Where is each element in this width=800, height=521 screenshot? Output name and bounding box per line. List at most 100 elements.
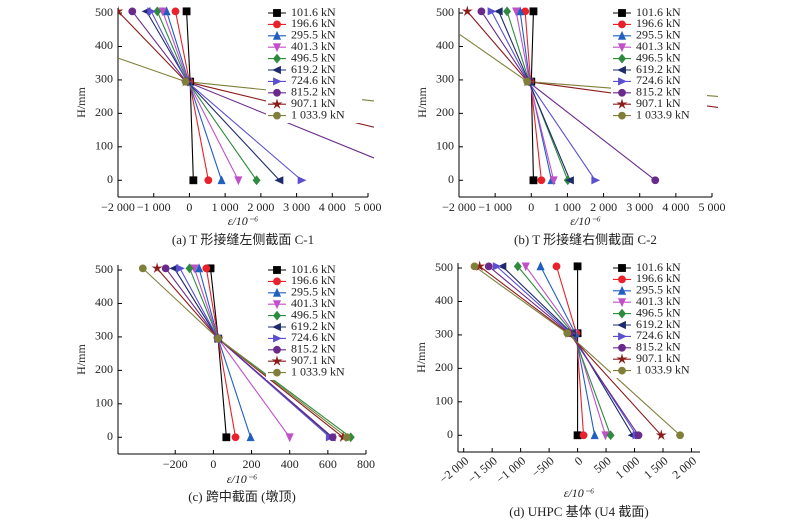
legend-marker: [273, 277, 281, 286]
x-tick-label: 1 000: [613, 454, 643, 482]
x-tick-label: −1 000: [493, 454, 528, 486]
x-tick-label: −2 000: [442, 200, 476, 214]
legend-marker: [273, 111, 281, 120]
point-marker: [493, 7, 503, 16]
point-marker: [529, 7, 538, 16]
legend-marker: [271, 355, 283, 366]
x-tick-label: −1 000: [478, 200, 512, 214]
legend-label: 196.6 kN: [291, 273, 336, 287]
legend-marker: [618, 88, 626, 97]
legend-label: 724.6 kN: [636, 328, 681, 342]
point-marker: [217, 175, 226, 185]
point-marker: [590, 430, 599, 440]
y-tick-label: 200: [435, 360, 453, 374]
legend-marker: [273, 345, 281, 354]
legend-marker: [271, 98, 283, 109]
y-tick-label: 500: [435, 260, 453, 274]
legend-label: 815.2 kN: [636, 85, 681, 99]
point-marker: [537, 176, 546, 185]
point-marker: [285, 433, 294, 443]
point-marker: [161, 264, 170, 273]
y-tick-label: 300: [95, 72, 113, 86]
legend-marker: [617, 320, 626, 330]
legend-label: 101.6 kN: [291, 262, 336, 276]
series-line: [491, 11, 596, 181]
point-marker: [222, 433, 231, 442]
legend-label: 295.5 kN: [291, 28, 336, 42]
x-tick-label: 1 500: [641, 454, 671, 482]
point-marker: [425, 177, 432, 184]
caption: (d) UHPC 基体 (U4 截面): [509, 504, 648, 519]
point-marker: [487, 7, 497, 16]
point-marker: [513, 261, 522, 272]
legend-label: 619.2 kN: [291, 319, 336, 333]
y-axis-label: H/mm: [414, 342, 428, 373]
x-axis-label: ε/10⁻⁶: [227, 472, 258, 486]
y-tick-label: 300: [436, 72, 454, 86]
legend-marker: [272, 322, 281, 332]
point-marker: [202, 264, 211, 273]
y-tick-label: 200: [436, 105, 454, 119]
x-tick-label: −200: [163, 457, 188, 471]
caption: (a) T 形接缝左侧截面 C-1: [172, 232, 314, 247]
panel: 0 100 200 300 400 500 −2 000 −1 000 0 1 000 2 000 3…: [415, 5, 726, 247]
legend-marker: [272, 287, 282, 297]
y-tick-label: 400: [436, 38, 454, 52]
point-marker: [181, 77, 190, 86]
legend-label: 619.2 kN: [636, 62, 681, 76]
y-tick-label: 100: [435, 394, 453, 408]
point-marker: [565, 176, 574, 185]
point-marker: [470, 262, 479, 271]
y-tick-label: 0: [107, 429, 113, 443]
point-marker: [153, 6, 162, 17]
point-marker: [591, 176, 601, 185]
legend-label: 496.5 kN: [636, 50, 681, 64]
y-tick-label: 500: [436, 5, 454, 19]
x-tick-label: 2 000: [669, 454, 699, 482]
x-tick-label: 800: [357, 457, 375, 471]
x-tick-label: 500: [591, 454, 614, 476]
x-tick-label: 3 000: [626, 200, 653, 214]
series-line: [198, 268, 252, 438]
caption: (b) T 形接缝右侧截面 C-2: [514, 232, 657, 247]
legend-marker: [617, 298, 627, 308]
y-tick-label: 200: [95, 105, 113, 119]
x-tick-label: 5 000: [355, 200, 382, 214]
legend-label: 496.5 kN: [291, 50, 336, 64]
point-marker: [343, 433, 351, 442]
x-tick-label: 200: [243, 457, 261, 471]
point-marker: [252, 175, 261, 186]
point-marker: [147, 7, 157, 16]
legend-marker: [618, 77, 627, 86]
plot-area: [138, 262, 355, 443]
series-line: [205, 268, 237, 438]
point-marker: [477, 7, 486, 16]
legend-label: 401.3 kN: [291, 39, 336, 53]
legend-label: 496.5 kN: [636, 305, 681, 319]
legend-label: 907.1 kN: [636, 351, 681, 365]
point-marker: [274, 176, 284, 185]
plot-area: [459, 5, 718, 186]
x-tick-label: 0: [210, 457, 216, 471]
x-tick-label: −1 500: [465, 454, 500, 486]
point-marker: [523, 77, 532, 86]
point-marker: [676, 431, 684, 440]
legend-marker: [273, 266, 281, 274]
y-tick-label: 200: [95, 362, 113, 376]
point-marker: [529, 176, 538, 185]
point-marker: [297, 176, 307, 185]
legend-marker: [617, 285, 627, 295]
legend-marker: [618, 308, 626, 319]
y-tick-label: 0: [107, 172, 113, 186]
point-marker: [128, 7, 137, 16]
legend-marker: [273, 77, 282, 86]
legend-label: 295.5 kN: [636, 283, 681, 297]
legend-label: 401.3 kN: [291, 296, 336, 310]
point-marker: [484, 262, 493, 271]
